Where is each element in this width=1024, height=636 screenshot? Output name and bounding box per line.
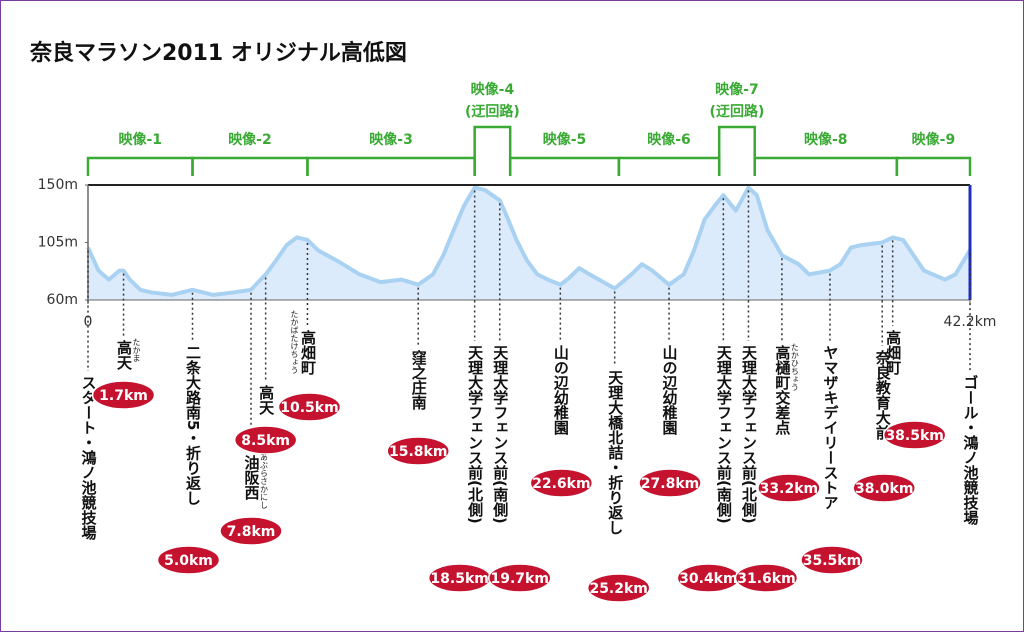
km-badge (277, 392, 342, 422)
landmark-label: 油阪西 (243, 454, 261, 501)
landmark-label: 二条大路南5・折り返し (184, 345, 202, 506)
landmark-ruby: あぶらさかにし (260, 453, 269, 509)
km-badge (852, 473, 916, 503)
endpoint-label: スタート・鴻ノ池競技場 (80, 375, 98, 541)
km-badge (757, 473, 821, 503)
km-badge (734, 563, 799, 593)
landmark-label: 窪之庄南 (410, 349, 428, 411)
segment-label: 映像-6 (647, 131, 691, 148)
km-badge (800, 545, 864, 575)
km-label: 27.8km (641, 476, 699, 492)
km-badge (233, 425, 298, 455)
landmark-ruby: たかひちょう (790, 343, 799, 391)
km-label: 19.7km (491, 571, 549, 587)
segment-note: (迂回路) (465, 103, 520, 120)
elevation-line (86, 185, 972, 297)
landmark-label: 天理大学フェンス前(南側) (715, 345, 733, 524)
segment-label: 映像-3 (369, 131, 413, 148)
x-tick-label: 42.2km (944, 314, 997, 330)
landmark-label: 天理大橋北詰・折り返し (606, 370, 624, 535)
landmark-label: 高天 (257, 384, 275, 416)
km-label: 30.4km (679, 571, 737, 587)
segment-label: 映像-5 (543, 131, 587, 148)
y-tick-label: 105m (38, 235, 78, 251)
km-label: 5.0km (164, 553, 213, 569)
km-label: 7.8km (227, 524, 276, 540)
landmark-label: 天理大学フェンス前(南側) (491, 345, 509, 524)
segment-bracket (473, 125, 512, 176)
km-badge (638, 468, 702, 498)
endpoint-label: ゴール・鴻ノ池競技場 (962, 374, 980, 526)
km-label: 10.5km (280, 400, 338, 416)
landmark-label: 山の辺幼稚園 (661, 345, 679, 436)
segment-label: 映像-7 (715, 81, 759, 98)
km-label: 31.6km (737, 571, 795, 587)
landmark-ruby: たかま (132, 338, 141, 362)
km-label: 38.5km (885, 428, 943, 444)
segment-label: 映像-8 (804, 131, 848, 148)
landmark-label: 天理大学フェンス前(北側) (740, 345, 758, 524)
landmark-label: 山の辺幼稚園 (552, 345, 570, 436)
km-badge (219, 516, 283, 546)
elevation-area (88, 187, 970, 300)
km-label: 25.2km (589, 581, 647, 597)
landmark-label: 高天 (115, 339, 133, 371)
segment-label: 映像-4 (471, 81, 515, 98)
km-label: 15.8km (389, 444, 447, 460)
landmark-label: 高樋町交差点 (773, 344, 791, 436)
segment-bracket (895, 156, 972, 176)
landmark-label: 高畑町 (299, 329, 317, 376)
km-label: 18.5km (430, 571, 488, 587)
landmark-label: 高畑町 (884, 329, 902, 376)
km-label: 33.2km (760, 481, 818, 497)
y-tick-label: 150m (38, 177, 78, 193)
km-label: 8.5km (241, 433, 290, 449)
km-badge (487, 563, 552, 593)
km-badge (586, 573, 651, 603)
km-label: 35.5km (803, 553, 861, 569)
segment-label: 映像-1 (118, 131, 162, 148)
km-badge (386, 436, 450, 466)
km-badge (156, 545, 221, 575)
segment-bracket (717, 125, 756, 176)
landmark-label: ヤマザキデイリーストア (821, 345, 839, 510)
km-label: 1.7km (99, 388, 148, 404)
chart-title: 奈良マラソン2011 オリジナル高低図 (29, 40, 407, 66)
y-tick-label: 60m (47, 292, 78, 308)
landmark-label: 天理大学フェンス前(北側) (466, 345, 484, 524)
landmark-label: 奈良教育大前 (874, 349, 892, 441)
segment-label: 映像-9 (912, 131, 956, 148)
km-badge (91, 380, 156, 410)
segment-note: (迂回路) (710, 103, 765, 120)
km-label: 38.0km (855, 481, 913, 497)
km-badge (529, 468, 594, 498)
km-badge (882, 420, 947, 450)
landmark-ruby: たかばたけちょう (290, 310, 299, 374)
km-label: 22.6km (532, 476, 590, 492)
segment-label: 映像-2 (228, 131, 272, 148)
